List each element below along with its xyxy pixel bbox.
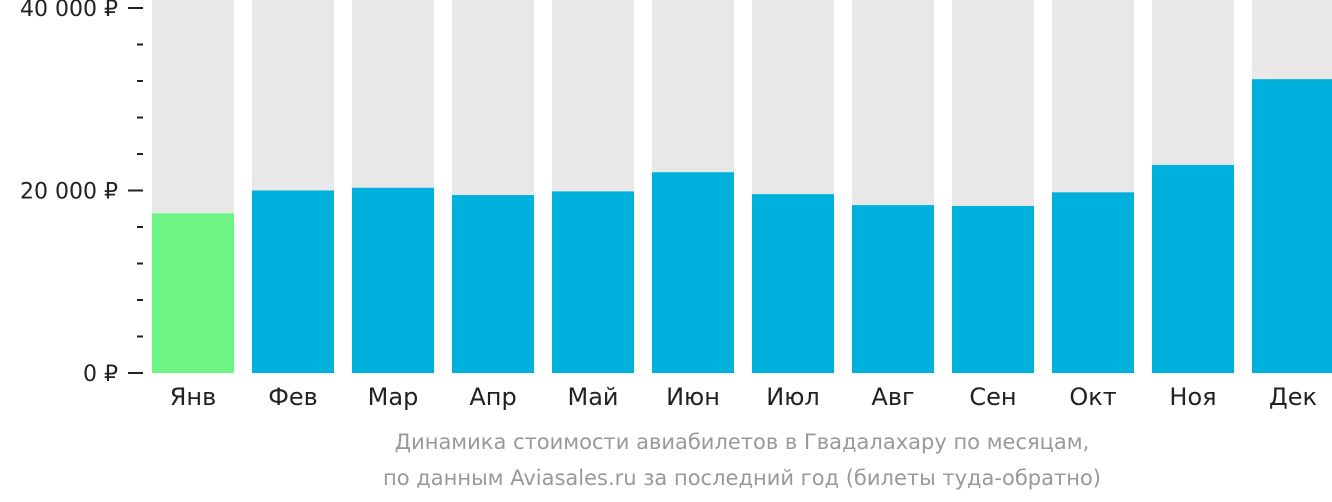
y-tick-label: 0 ₽ — [83, 362, 118, 387]
x-tick-label: Фев — [268, 383, 318, 411]
x-tick-label: Авг — [871, 383, 914, 411]
bar — [1052, 192, 1134, 373]
x-tick-label: Дек — [1269, 383, 1317, 411]
bar — [652, 172, 734, 373]
price-chart: 0 ₽ 20 000 ₽ 40 000 ₽ Янв Фев Мар Апр Май Июн Июл… — [20, 0, 1332, 411]
bar — [852, 205, 934, 373]
bar — [952, 206, 1034, 373]
x-tick-label: Ноя — [1169, 383, 1216, 411]
x-tick-label: Сен — [969, 383, 1016, 411]
bar — [1152, 164, 1234, 373]
chart-caption-line-2: по данным Aviasales.ru за последний год … — [383, 466, 1101, 490]
x-tick-label: Мар — [368, 383, 419, 411]
bar — [1252, 79, 1332, 374]
y-tick-label: 40 000 ₽ — [20, 0, 118, 22]
bar — [252, 190, 334, 373]
chart-caption-line-1: Динамика стоимости авиабилетов в Гвадала… — [394, 430, 1090, 454]
x-tick-label: Окт — [1069, 383, 1116, 411]
x-tick-label: Апр — [469, 383, 516, 411]
x-tick-label: Июл — [766, 383, 820, 411]
y-tick-label: 20 000 ₽ — [20, 180, 118, 205]
bar — [552, 191, 634, 373]
bar — [152, 213, 234, 373]
x-tick-label: Янв — [170, 383, 217, 411]
bar — [752, 194, 834, 373]
bar — [452, 195, 534, 373]
bar — [352, 187, 434, 373]
x-tick-label: Май — [567, 383, 618, 411]
x-tick-label: Июн — [666, 383, 720, 411]
